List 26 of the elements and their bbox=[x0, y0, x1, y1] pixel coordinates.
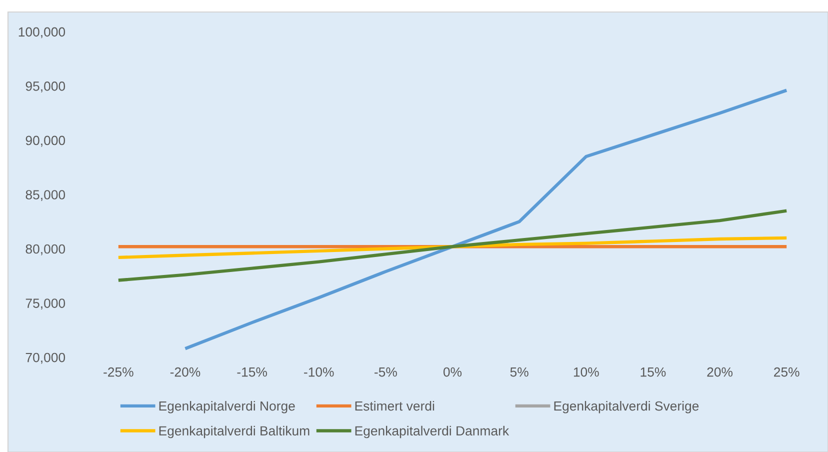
x-tick-label: 5% bbox=[510, 367, 528, 377]
legend-label: Egenkapitalverdi Baltikum bbox=[159, 426, 310, 438]
y-tick-label: 70,000 bbox=[26, 352, 66, 364]
x-tick-label: -20% bbox=[170, 367, 200, 377]
x-tick-label: 20% bbox=[707, 367, 733, 377]
legend-label: Egenkapitalverdi Danmark bbox=[355, 426, 510, 438]
y-tick-label: 85,000 bbox=[26, 190, 66, 201]
line-series bbox=[116, 236, 788, 260]
legend-label: Egenkapitalverdi Sverige bbox=[554, 401, 699, 414]
y-tick-label: 80,000 bbox=[26, 244, 66, 256]
legend-label: Estimert verdi bbox=[355, 401, 434, 411]
y-tick-label: 100,000 bbox=[18, 27, 66, 38]
line-series bbox=[116, 209, 788, 282]
x-tick-label: -15% bbox=[237, 367, 267, 377]
line-series bbox=[184, 88, 788, 350]
x-tick-label: -10% bbox=[304, 367, 334, 377]
y-tick-label: 75,000 bbox=[26, 298, 66, 310]
y-tick-label: 95,000 bbox=[26, 82, 66, 92]
x-tick-label: 10% bbox=[574, 367, 599, 377]
x-tick-label: 25% bbox=[774, 367, 800, 377]
x-tick-label: 0% bbox=[443, 367, 462, 377]
x-tick-label: 15% bbox=[640, 367, 666, 377]
x-tick-label: -5% bbox=[374, 367, 397, 377]
y-tick-label: 90,000 bbox=[26, 136, 66, 147]
x-tick-label: -25% bbox=[104, 367, 134, 377]
legend-label: Egenkapitalverdi Norge bbox=[159, 401, 295, 414]
